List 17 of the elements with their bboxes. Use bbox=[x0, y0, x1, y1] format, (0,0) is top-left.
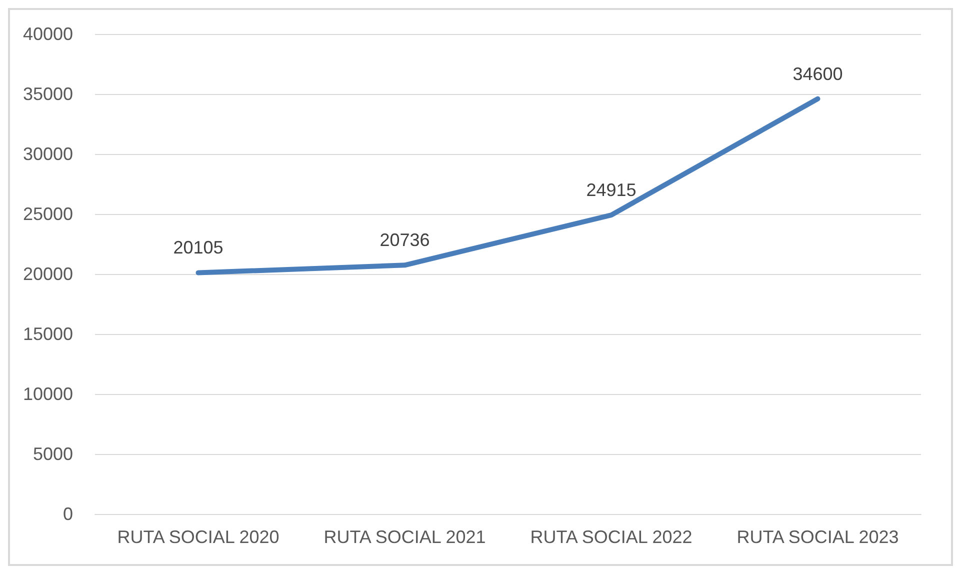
x-tick-label: RUTA SOCIAL 2020 bbox=[117, 527, 280, 547]
y-tick-label: 5000 bbox=[32, 444, 73, 464]
y-tick-label: 10000 bbox=[22, 384, 73, 404]
y-tick-label: 15000 bbox=[22, 324, 73, 344]
data-label: 24915 bbox=[586, 180, 636, 200]
y-tick-label: 20000 bbox=[22, 264, 73, 284]
y-tick-label: 0 bbox=[62, 504, 73, 524]
data-label: 20736 bbox=[380, 230, 430, 250]
x-tick-label: RUTA SOCIAL 2023 bbox=[736, 527, 899, 547]
y-tick-label: 40000 bbox=[22, 24, 73, 44]
y-tick-label: 30000 bbox=[22, 144, 73, 164]
data-label: 20105 bbox=[173, 238, 224, 258]
y-tick-label: 25000 bbox=[22, 204, 73, 224]
data-label: 34600 bbox=[792, 64, 843, 84]
x-tick-label: RUTA SOCIAL 2022 bbox=[530, 527, 692, 547]
y-tick-label: 35000 bbox=[22, 84, 73, 104]
x-tick-label: RUTA SOCIAL 2021 bbox=[324, 527, 486, 547]
